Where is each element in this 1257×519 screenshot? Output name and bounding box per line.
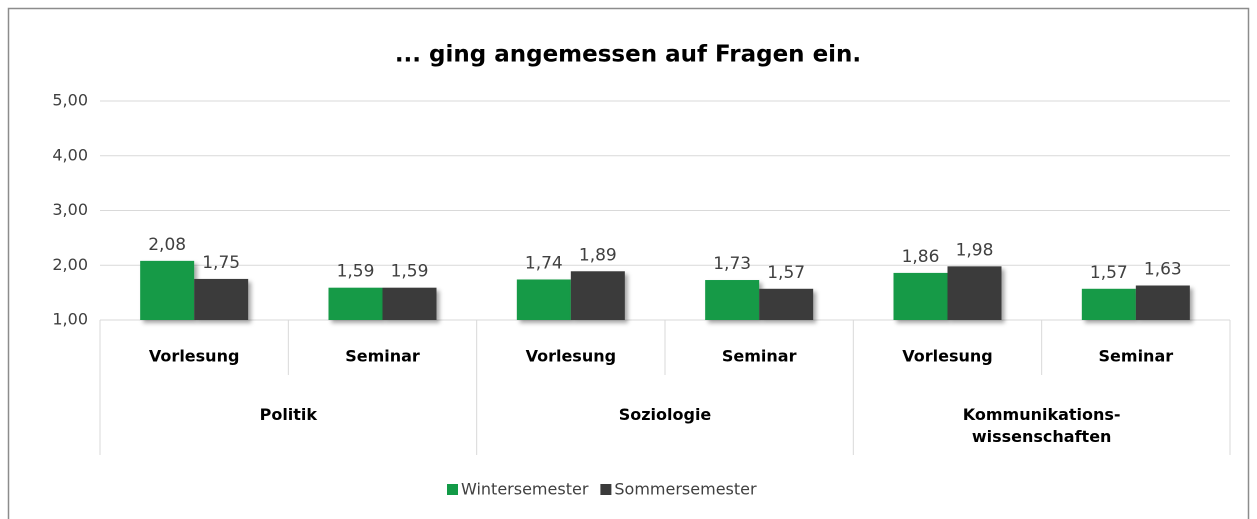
chart-title: ... ging angemessen auf Fragen ein. (395, 42, 861, 68)
group-label: Kommunikations- wissenschaften (962, 405, 1121, 446)
group-label: Politik (259, 405, 318, 424)
y-tick-label: 4,00 (52, 145, 88, 164)
value-label: 1,86 (902, 247, 940, 267)
bar (759, 288, 814, 320)
bar (1081, 288, 1136, 320)
value-label: 1,74 (525, 253, 563, 273)
x-tick-label: Seminar (1099, 347, 1174, 366)
y-tick-label: 1,00 (52, 310, 88, 329)
bar (570, 271, 625, 320)
x-tick-label: Vorlesung (902, 347, 992, 366)
legend-swatch (600, 484, 612, 495)
value-label: 1,59 (391, 262, 429, 282)
y-tick-label: 2,00 (52, 255, 88, 274)
y-tick-label: 3,00 (52, 200, 88, 219)
bar (328, 287, 383, 320)
value-label: 1,57 (1090, 263, 1128, 283)
bar (382, 287, 437, 320)
bar (140, 260, 195, 320)
value-label: 1,75 (202, 253, 240, 273)
y-tick-label: 5,00 (52, 91, 88, 110)
value-label: 1,57 (767, 263, 805, 283)
x-tick-label: Vorlesung (149, 347, 239, 366)
value-label: 1,59 (337, 262, 375, 282)
value-label: 1,98 (956, 240, 994, 260)
bar (947, 266, 1002, 320)
bar (893, 272, 948, 320)
value-label: 2,08 (148, 235, 186, 255)
bar (516, 279, 571, 320)
value-label: 1,63 (1144, 260, 1182, 280)
group-label: Soziologie (618, 405, 712, 424)
legend-label: Sommersemester (614, 480, 757, 499)
x-tick-label: Seminar (722, 347, 797, 366)
legend-label: Wintersemester (461, 480, 589, 499)
bar (194, 278, 249, 320)
chart-frame (7, 7, 1250, 519)
value-label: 1,89 (579, 245, 617, 265)
legend-swatch (447, 484, 458, 495)
x-tick-label: Seminar (345, 347, 420, 366)
value-label: 1,73 (713, 254, 751, 274)
x-tick-label: Vorlesung (526, 347, 616, 366)
bar (705, 280, 760, 320)
bar (1135, 285, 1190, 320)
